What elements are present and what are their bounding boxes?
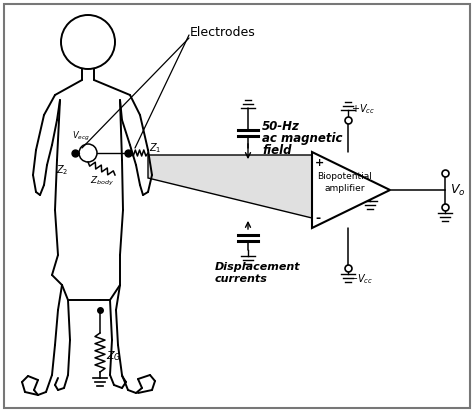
- Text: currents: currents: [215, 274, 268, 284]
- Text: Displacement: Displacement: [215, 262, 301, 272]
- Polygon shape: [312, 152, 390, 228]
- Text: amplifier: amplifier: [325, 183, 365, 192]
- Text: $Z_G$: $Z_G$: [106, 349, 121, 363]
- Polygon shape: [148, 155, 312, 218]
- Text: field: field: [262, 144, 292, 157]
- Text: $V_{ecg}$: $V_{ecg}$: [72, 130, 90, 143]
- Text: $Z_2$: $Z_2$: [56, 163, 68, 177]
- Text: Electrodes: Electrodes: [190, 26, 256, 38]
- Text: +: +: [315, 158, 324, 168]
- Text: $V_o$: $V_o$: [450, 183, 465, 197]
- Text: $Z_{body}$: $Z_{body}$: [90, 175, 114, 188]
- Text: ac magnetic: ac magnetic: [262, 132, 343, 145]
- Text: $Z_1$: $Z_1$: [149, 141, 162, 155]
- Text: -: -: [315, 211, 320, 225]
- Text: Biopotential: Biopotential: [318, 171, 373, 180]
- Text: $-V_{cc}$: $-V_{cc}$: [349, 272, 373, 286]
- Text: 50-Hz: 50-Hz: [262, 120, 300, 133]
- Text: $+V_{cc}$: $+V_{cc}$: [351, 102, 375, 116]
